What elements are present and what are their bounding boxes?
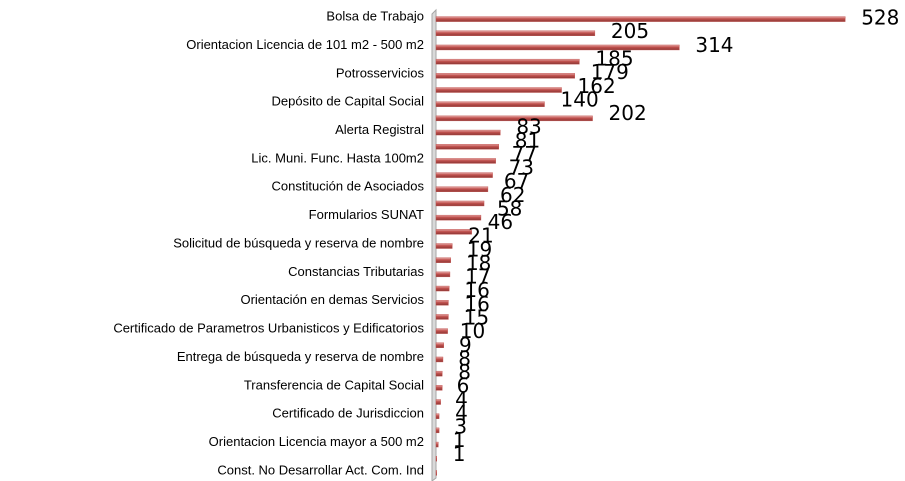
y-tick-label: Constancias Tributarias bbox=[288, 264, 424, 279]
data-label: 140 bbox=[561, 87, 599, 111]
bar bbox=[435, 413, 440, 419]
bar bbox=[435, 129, 501, 136]
data-label: 179 bbox=[591, 60, 629, 84]
data-label: 8 bbox=[458, 346, 471, 370]
y-tick-label: Formularios SUNAT bbox=[309, 207, 424, 222]
data-label: 21 bbox=[468, 224, 493, 248]
data-label: 10 bbox=[460, 319, 485, 343]
data-label: 1 bbox=[453, 428, 466, 452]
bar bbox=[435, 441, 439, 448]
bar bbox=[435, 101, 545, 107]
data-label: 62 bbox=[500, 183, 525, 207]
bar bbox=[435, 214, 482, 221]
bar bbox=[435, 399, 441, 405]
y-tick-label: Constitución de Asociados bbox=[272, 179, 425, 194]
bar bbox=[435, 328, 448, 334]
bar bbox=[435, 44, 680, 51]
data-label: 83 bbox=[516, 115, 541, 139]
bar bbox=[435, 158, 496, 164]
bar bbox=[435, 30, 596, 36]
y-tick-label: Orientación en demas Servicios bbox=[240, 292, 424, 307]
bar bbox=[435, 285, 450, 292]
y-tick-label: Lic. Muni. Func. Hasta 100m2 bbox=[251, 150, 424, 165]
bar bbox=[435, 186, 489, 192]
bar bbox=[435, 144, 499, 150]
bar bbox=[435, 257, 451, 263]
bar bbox=[435, 73, 575, 79]
data-label: 17 bbox=[465, 265, 490, 289]
bar bbox=[435, 16, 846, 22]
y-tick-label: Alerta Registral bbox=[335, 122, 424, 137]
data-label: 185 bbox=[595, 46, 633, 70]
y-tick-label: Potrosservicios bbox=[336, 65, 425, 80]
data-label: 162 bbox=[578, 74, 616, 98]
y-tick-label: Certificado de Jurisdiccion bbox=[272, 406, 424, 421]
y-tick-label: Orientacion Licencia de 101 m2 - 500 m2 bbox=[186, 37, 424, 52]
data-label: 9 bbox=[459, 333, 472, 357]
data-label: 1 bbox=[453, 442, 466, 466]
data-label: 73 bbox=[509, 156, 534, 180]
bar bbox=[435, 200, 485, 207]
y-tick-label: Certificado de Parametros Urbanisticos y… bbox=[113, 321, 424, 336]
data-label: 4 bbox=[455, 387, 468, 411]
data-label: 46 bbox=[488, 210, 513, 234]
bar bbox=[435, 115, 593, 122]
bar bbox=[435, 243, 453, 249]
data-label: 4 bbox=[455, 401, 468, 425]
bar bbox=[435, 300, 449, 306]
bar bbox=[435, 470, 437, 476]
data-label: 18 bbox=[466, 251, 491, 275]
bar bbox=[435, 58, 580, 65]
data-label: 6 bbox=[457, 374, 470, 398]
data-label: 16 bbox=[464, 278, 489, 302]
bar bbox=[435, 385, 443, 391]
y-tick-label: Const. No Desarrollar Act. Com. Ind bbox=[217, 462, 424, 477]
data-label: 202 bbox=[609, 101, 647, 125]
bar bbox=[435, 456, 437, 462]
data-label: 81 bbox=[515, 128, 540, 152]
y-tick-label: Orientacion Licencia mayor a 500 m2 bbox=[209, 434, 424, 449]
bar bbox=[435, 342, 444, 348]
y-tick-label: Solicitud de búsqueda y reserva de nombr… bbox=[173, 235, 424, 250]
y-tick-label: Entrega de búsqueda y reserva de nombre bbox=[177, 349, 424, 364]
data-label: 3 bbox=[454, 415, 467, 439]
y-tick-label: Depósito de Capital Social bbox=[272, 94, 425, 109]
data-label: 77 bbox=[512, 142, 537, 166]
y-tick-label: Bolsa de Trabajo bbox=[326, 9, 424, 24]
data-label: 19 bbox=[467, 237, 492, 261]
y-tick-label: Transferencia de Capital Social bbox=[244, 377, 424, 392]
bar bbox=[435, 172, 493, 178]
bar bbox=[435, 271, 451, 278]
data-label: 314 bbox=[695, 33, 733, 57]
data-label: 15 bbox=[464, 305, 489, 329]
axis-wall bbox=[431, 8, 437, 481]
data-label: 8 bbox=[458, 360, 471, 384]
bar bbox=[435, 314, 449, 320]
data-label: 205 bbox=[611, 19, 649, 43]
bar bbox=[435, 229, 472, 235]
bar bbox=[435, 356, 444, 363]
data-label: 67 bbox=[504, 169, 529, 193]
data-label: 58 bbox=[497, 196, 522, 220]
data-label: 528 bbox=[861, 6, 899, 30]
bar bbox=[435, 87, 562, 93]
bar bbox=[435, 427, 440, 434]
data-label: 16 bbox=[464, 292, 489, 316]
bar bbox=[435, 370, 443, 377]
